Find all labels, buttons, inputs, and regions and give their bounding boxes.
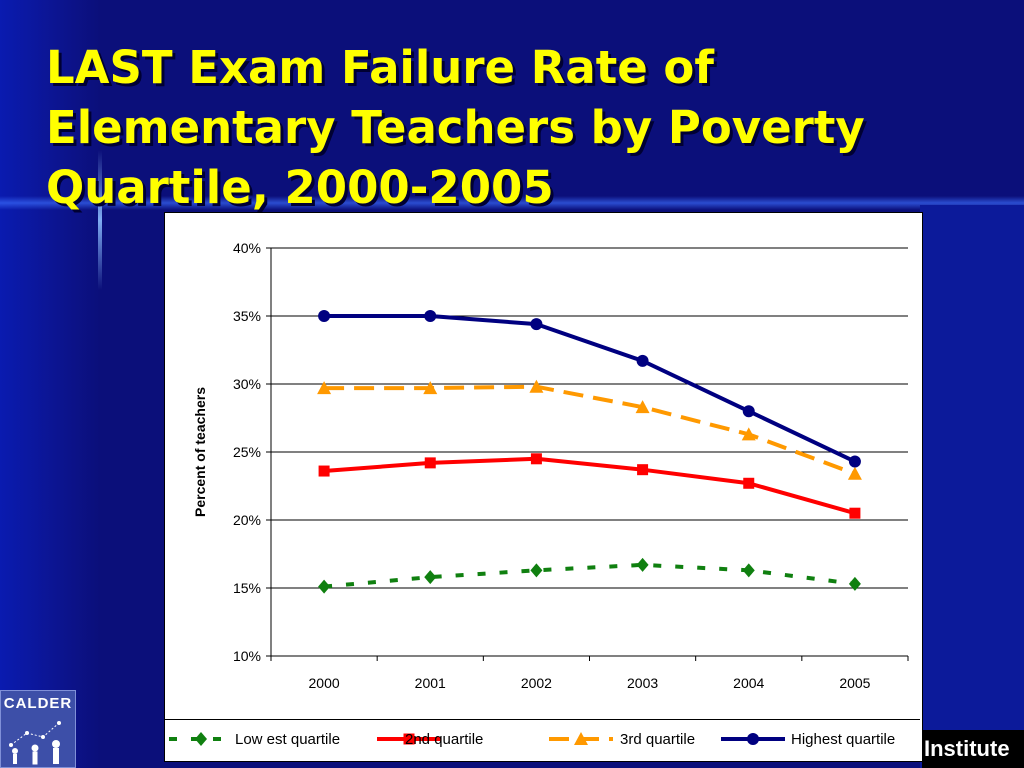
series-line-1: [323, 456, 856, 516]
series-line-2: [324, 384, 856, 476]
x-tick-label: 2003: [627, 675, 658, 691]
data-point: [318, 465, 330, 477]
legend-svg: Low est quartile 2nd quartile 3rd quartile…: [169, 731, 895, 748]
data-point: [530, 453, 542, 465]
y-tick-label: 15%: [233, 580, 261, 596]
data-point: [318, 579, 331, 594]
data-point: [742, 563, 755, 578]
x-tick-label: 2002: [521, 675, 552, 691]
data-point: [636, 354, 649, 367]
chart-legend: Low est quartile 2nd quartile 3rd quartile…: [165, 719, 920, 758]
background-right-panel: [920, 205, 1024, 768]
calder-logo: CALDER: [0, 690, 76, 768]
people-icon: [9, 721, 61, 765]
legend-label: Low est quartile: [235, 731, 340, 748]
data-point: [423, 381, 438, 395]
calder-logo-text: CALDER: [3, 695, 73, 712]
legend-swatch-marker: [574, 732, 588, 745]
chart-panel: 10% 15% 20% 25% 30% 35% 40% 2000 2001 2002 2003 200…: [164, 212, 923, 762]
data-point: [741, 427, 756, 441]
data-point: [743, 477, 755, 489]
data-point: [636, 557, 649, 572]
y-tick-label: 20%: [233, 512, 261, 528]
line-chart: 10% 15% 20% 25% 30% 35% 40% 2000 2001 2002 2003 200…: [192, 240, 909, 691]
series-line-0: [323, 562, 856, 589]
series-line-3: [324, 314, 856, 464]
data-point: [530, 563, 543, 578]
data-point: [849, 507, 861, 519]
data-point: [317, 381, 332, 395]
legend-label: Highest quartile: [791, 731, 895, 748]
data-point: [742, 405, 755, 418]
y-tick-label: 10%: [233, 648, 261, 664]
data-point: [424, 310, 437, 322]
x-tick-label: 2000: [309, 675, 340, 691]
legend-swatch-marker: [403, 733, 415, 745]
data-point: [848, 576, 861, 591]
y-tick-label: 30%: [233, 376, 261, 392]
x-tick-label: 2005: [839, 675, 870, 691]
legend-swatch-marker: [747, 733, 759, 745]
data-point: [848, 455, 861, 468]
data-point: [637, 464, 649, 476]
background-light-vline: [98, 150, 102, 290]
legend-label: 2nd quartile: [405, 731, 483, 748]
y-axis-label: Percent of teachers: [192, 387, 208, 517]
data-point: [424, 570, 437, 585]
x-tick-label: 2004: [733, 675, 764, 691]
x-tick-label: 2001: [415, 675, 446, 691]
slide-title: LAST Exam Failure Rate of Elementary Tea…: [46, 41, 865, 214]
data-point: [318, 310, 331, 322]
y-tick-label: 35%: [233, 308, 261, 324]
data-point: [424, 457, 436, 469]
institute-logo-text: Institute: [922, 730, 1024, 768]
legend-label: 3rd quartile: [620, 731, 695, 748]
data-point: [635, 400, 650, 414]
y-tick-label: 25%: [233, 444, 261, 460]
y-tick-label: 40%: [233, 240, 261, 256]
data-point: [530, 318, 543, 331]
background-light-band: [0, 196, 1024, 210]
background-left-gradient: [0, 0, 100, 768]
data-point: [529, 379, 544, 393]
data-point: [847, 466, 862, 480]
legend-swatch-marker: [195, 732, 207, 746]
